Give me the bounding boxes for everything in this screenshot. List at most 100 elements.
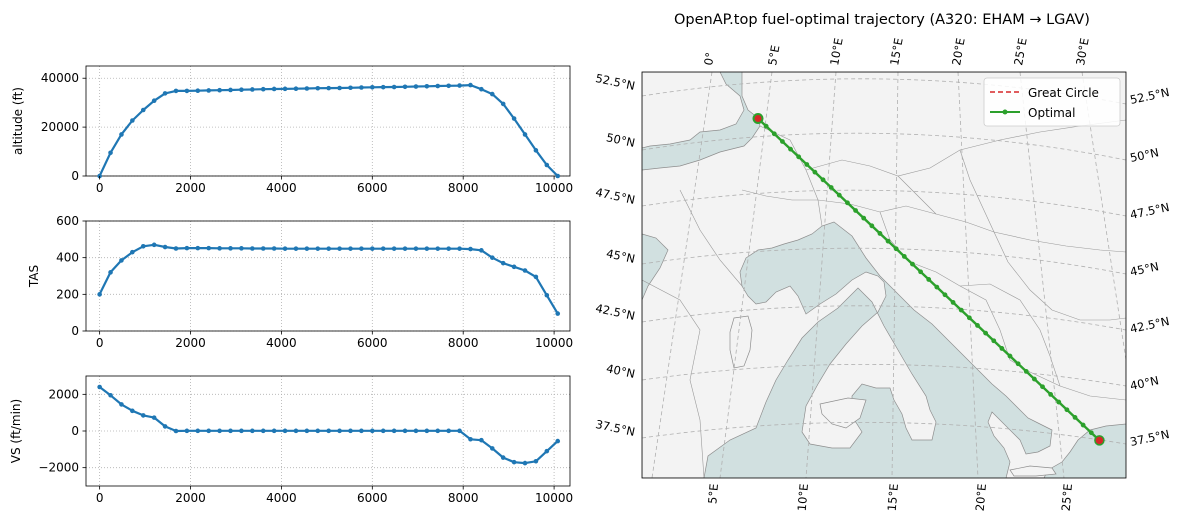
tas-point xyxy=(195,245,201,251)
optimal-route-point xyxy=(1080,422,1086,428)
altitude-plot-area xyxy=(86,66,570,176)
optimal-route-point xyxy=(1056,399,1062,405)
tas-point xyxy=(250,246,255,251)
vs-point xyxy=(435,428,441,434)
vs-point xyxy=(108,392,113,398)
lat-label-left: 42.5°N xyxy=(594,301,636,323)
lon-label-top: 0° xyxy=(701,51,717,66)
altitude-point xyxy=(315,85,321,91)
x-tick-label: 6000 xyxy=(357,336,388,350)
altitude-point xyxy=(468,82,473,88)
optimal-route-point xyxy=(893,246,899,252)
tas-point xyxy=(380,246,386,251)
vs-point xyxy=(402,428,408,434)
lat-label-right: 42.5°N xyxy=(1129,314,1171,336)
tas-point xyxy=(304,246,310,251)
x-tick-label: 0 xyxy=(96,336,104,350)
lon-label-top: 15°E xyxy=(887,37,906,67)
y-tick-label: 0 xyxy=(71,424,79,438)
map-land-britain xyxy=(642,72,745,149)
x-tick-label: 6000 xyxy=(357,491,388,505)
vs-point xyxy=(250,428,255,434)
tas-point xyxy=(239,246,244,251)
map-land-sicily xyxy=(819,397,867,429)
lon-label-bottom: 25°E xyxy=(1059,483,1075,512)
altitude-point xyxy=(228,87,233,93)
optimal-route-point xyxy=(771,131,777,137)
tas-point xyxy=(108,270,113,275)
tas-point xyxy=(326,246,331,251)
legend-optimal-label: Optimal xyxy=(1028,106,1075,120)
vs-y-ticks: −2000 0 2000 xyxy=(38,387,86,475)
vs-point xyxy=(282,428,288,434)
x-tick-label: 2000 xyxy=(175,181,206,195)
vs-point xyxy=(217,428,222,434)
optimal-route-point xyxy=(836,192,842,198)
optimal-route-point xyxy=(828,185,834,190)
origin-marker xyxy=(752,112,764,124)
vs-point xyxy=(151,415,157,420)
x-tick-label: 8000 xyxy=(448,336,479,350)
y-tick-label: 0 xyxy=(71,324,79,338)
optimal-route-point xyxy=(958,307,964,313)
optimal-route-point xyxy=(1040,384,1045,390)
x-tick-label: 10000 xyxy=(535,491,573,505)
tas-point xyxy=(533,274,539,280)
tas-point xyxy=(282,246,288,251)
vs-point xyxy=(173,428,179,434)
x-tick-label: 10000 xyxy=(535,336,573,350)
vs-point xyxy=(140,413,146,418)
tas-point xyxy=(217,246,222,251)
x-tick-label: 2000 xyxy=(175,491,206,505)
tas-point xyxy=(391,246,397,251)
optimal-route-point xyxy=(804,162,810,167)
altitude-point xyxy=(195,88,201,93)
x-tick-label: 4000 xyxy=(266,491,297,505)
optimal-route-point xyxy=(975,323,980,328)
tas-point xyxy=(119,258,124,263)
tas-point xyxy=(97,292,102,297)
tas-point xyxy=(522,268,528,273)
map-land-crete xyxy=(1009,465,1057,477)
vs-point xyxy=(500,455,506,460)
altitude-point xyxy=(370,84,375,90)
lon-label-bottom: 10°E xyxy=(795,483,811,512)
lat-label-left: 45°N xyxy=(605,246,636,266)
optimal-route-point xyxy=(1007,353,1013,359)
vs-point xyxy=(370,428,375,434)
lon-label-bottom: 5°E xyxy=(705,483,721,504)
tas-point xyxy=(359,246,364,251)
tas-point xyxy=(206,245,212,251)
altitude-point xyxy=(184,88,190,94)
altitude-grid xyxy=(86,66,570,177)
tas-point xyxy=(489,255,495,260)
altitude-point xyxy=(140,107,146,113)
tas-point xyxy=(511,264,517,270)
x-tick-label: 10000 xyxy=(535,181,573,195)
optimal-route-point xyxy=(934,284,940,290)
optimal-route-point xyxy=(1015,361,1021,367)
lat-label-right: 37.5°N xyxy=(1129,427,1171,449)
altitude-point xyxy=(544,162,550,168)
vs-point xyxy=(489,446,495,451)
vs-point xyxy=(239,428,244,434)
altitude-point xyxy=(500,101,506,107)
lat-label-right: 45°N xyxy=(1129,259,1160,279)
tas-point xyxy=(130,249,135,255)
optimal-route-point xyxy=(991,338,997,344)
x-tick-label: 8000 xyxy=(448,491,479,505)
altitude-point xyxy=(282,86,288,92)
optimal-route-point xyxy=(1064,407,1070,413)
altitude-point xyxy=(337,85,342,91)
altitude-point xyxy=(304,86,310,91)
optimal-route-point xyxy=(910,261,915,267)
altitude-x-ticks: 0 2000 4000 6000 8000 10000 xyxy=(96,176,573,195)
legend-box xyxy=(983,77,1121,127)
tas-point xyxy=(271,246,277,251)
optimal-route-point xyxy=(845,200,850,206)
vs-point xyxy=(260,428,266,434)
altitude-point xyxy=(151,98,157,104)
vs-point xyxy=(391,428,397,434)
tas-y-ticks: 0 200 400 600 xyxy=(56,214,86,338)
lat-label-right: 50°N xyxy=(1129,145,1160,165)
